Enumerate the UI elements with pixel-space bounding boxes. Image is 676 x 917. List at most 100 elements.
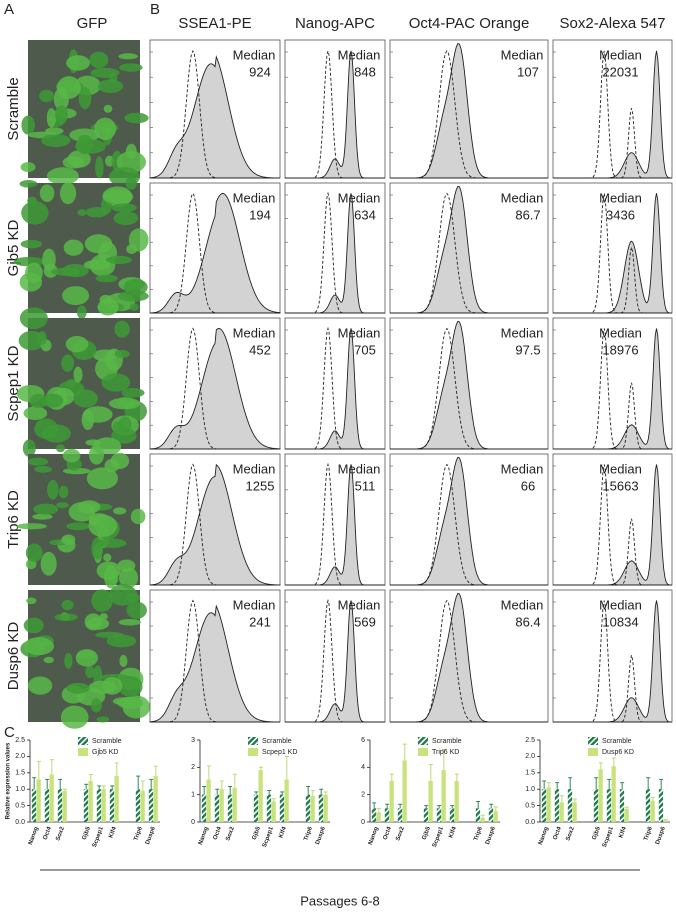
- row-label: Trip6 KD: [5, 490, 22, 549]
- gfp-colony: [125, 176, 137, 190]
- gfp-colony: [20, 162, 36, 172]
- gfp-colony: [91, 589, 113, 612]
- bar: [454, 781, 459, 822]
- y-tick-label: 1.5: [15, 770, 25, 777]
- gfp-colony: [23, 406, 48, 421]
- median-label: Median: [599, 325, 642, 340]
- row-label: Scpep1 KD: [5, 345, 22, 421]
- gfp-colony: [95, 631, 124, 639]
- gfp-colony: [95, 156, 104, 179]
- x-tick-label: Klf4: [448, 826, 458, 839]
- gfp-colony: [86, 467, 119, 490]
- bar: [488, 808, 494, 822]
- x-tick-label: Nanog: [28, 826, 40, 846]
- median-value: 86.4: [515, 614, 540, 629]
- x-tick-label: Klf4: [618, 826, 628, 839]
- median-value: 86.7: [515, 207, 540, 222]
- median-value: 634: [354, 207, 376, 222]
- histogram-control: [150, 599, 280, 723]
- gfp-colony: [43, 656, 54, 664]
- x-tick-label: Klf4: [108, 826, 118, 839]
- gfp-colony: [76, 305, 87, 319]
- gfp-colony: [62, 156, 85, 169]
- histogram-sample: [149, 328, 281, 450]
- gfp-colony: [90, 67, 120, 78]
- median-label: Median: [338, 597, 381, 612]
- gfp-colony: [39, 89, 54, 103]
- median-value: 452: [249, 342, 271, 357]
- legend-swatch: [78, 737, 88, 745]
- median-label: Median: [338, 47, 381, 62]
- gfp-colony: [59, 182, 77, 205]
- bar: [436, 808, 442, 822]
- bar: [645, 789, 651, 822]
- gfp-colony: [113, 507, 127, 515]
- gfp-colony: [33, 503, 59, 515]
- bar: [546, 787, 551, 822]
- median-value: 10834: [602, 614, 638, 629]
- bar: [62, 790, 67, 822]
- gfp-colony: [41, 133, 71, 148]
- x-tick-label: Gjb5: [422, 826, 432, 841]
- x-tick-label: Gjb5: [82, 826, 92, 841]
- median-label: Median: [233, 461, 276, 476]
- gfp-colony: [61, 354, 75, 372]
- bar: [541, 789, 547, 822]
- bar: [219, 789, 224, 822]
- gfp-colony: [62, 448, 81, 463]
- bar: [279, 794, 285, 822]
- y-tick-label: 2.0: [525, 753, 535, 760]
- x-tick-label: Dusp6: [655, 826, 667, 846]
- x-tick-label: Gjb5: [592, 826, 602, 841]
- histogram-control: [285, 191, 385, 314]
- gfp-colony: [61, 599, 74, 611]
- bar: [148, 789, 154, 822]
- bar: [253, 794, 259, 822]
- legend-label: Scramble: [92, 738, 122, 745]
- legend-swatch: [248, 748, 258, 756]
- gfp-colony: [118, 676, 143, 698]
- legend-swatch: [588, 748, 598, 756]
- bar: [619, 789, 625, 822]
- median-value: 107: [517, 64, 539, 79]
- median-label: Median: [233, 597, 276, 612]
- bar: [232, 787, 237, 822]
- y-tick-label: 0: [191, 819, 195, 826]
- gfp-colony: [34, 418, 59, 440]
- median-value: 22031: [602, 64, 638, 79]
- y-tick-label: 0.0: [525, 819, 535, 826]
- bar: [310, 796, 315, 822]
- gfp-colony: [25, 262, 43, 283]
- median-value: 848: [354, 64, 376, 79]
- median-value: 705: [354, 342, 376, 357]
- bar: [441, 770, 446, 822]
- median-label: Median: [233, 190, 276, 205]
- bar: [83, 789, 89, 822]
- x-tick-label: Trip6: [303, 826, 314, 842]
- bar: [305, 794, 311, 822]
- gfp-colony: [121, 388, 145, 398]
- bar: [384, 808, 390, 822]
- median-label: Median: [233, 325, 276, 340]
- bar: [49, 774, 54, 822]
- row-label: Dusp6 KD: [5, 622, 22, 691]
- bar: [36, 779, 41, 822]
- gfp-colony: [39, 184, 55, 202]
- bar: [397, 808, 403, 822]
- y-tick-label: 1.0: [15, 786, 25, 793]
- y-tick-label: 2: [191, 764, 195, 771]
- gfp-colony: [26, 597, 37, 605]
- gfp-colony: [20, 239, 43, 249]
- bar: [449, 808, 455, 822]
- median-label: Median: [501, 597, 544, 612]
- bar: [663, 820, 668, 822]
- bar: [389, 781, 394, 822]
- bar: [206, 779, 211, 822]
- bar: [153, 776, 158, 822]
- bar: [593, 789, 599, 822]
- gfp-colony: [103, 189, 134, 205]
- x-tick-label: Sox2: [565, 826, 576, 842]
- x-tick-label: Gjb5: [252, 826, 262, 841]
- gfp-colony: [95, 274, 118, 283]
- histogram-control: [285, 326, 385, 450]
